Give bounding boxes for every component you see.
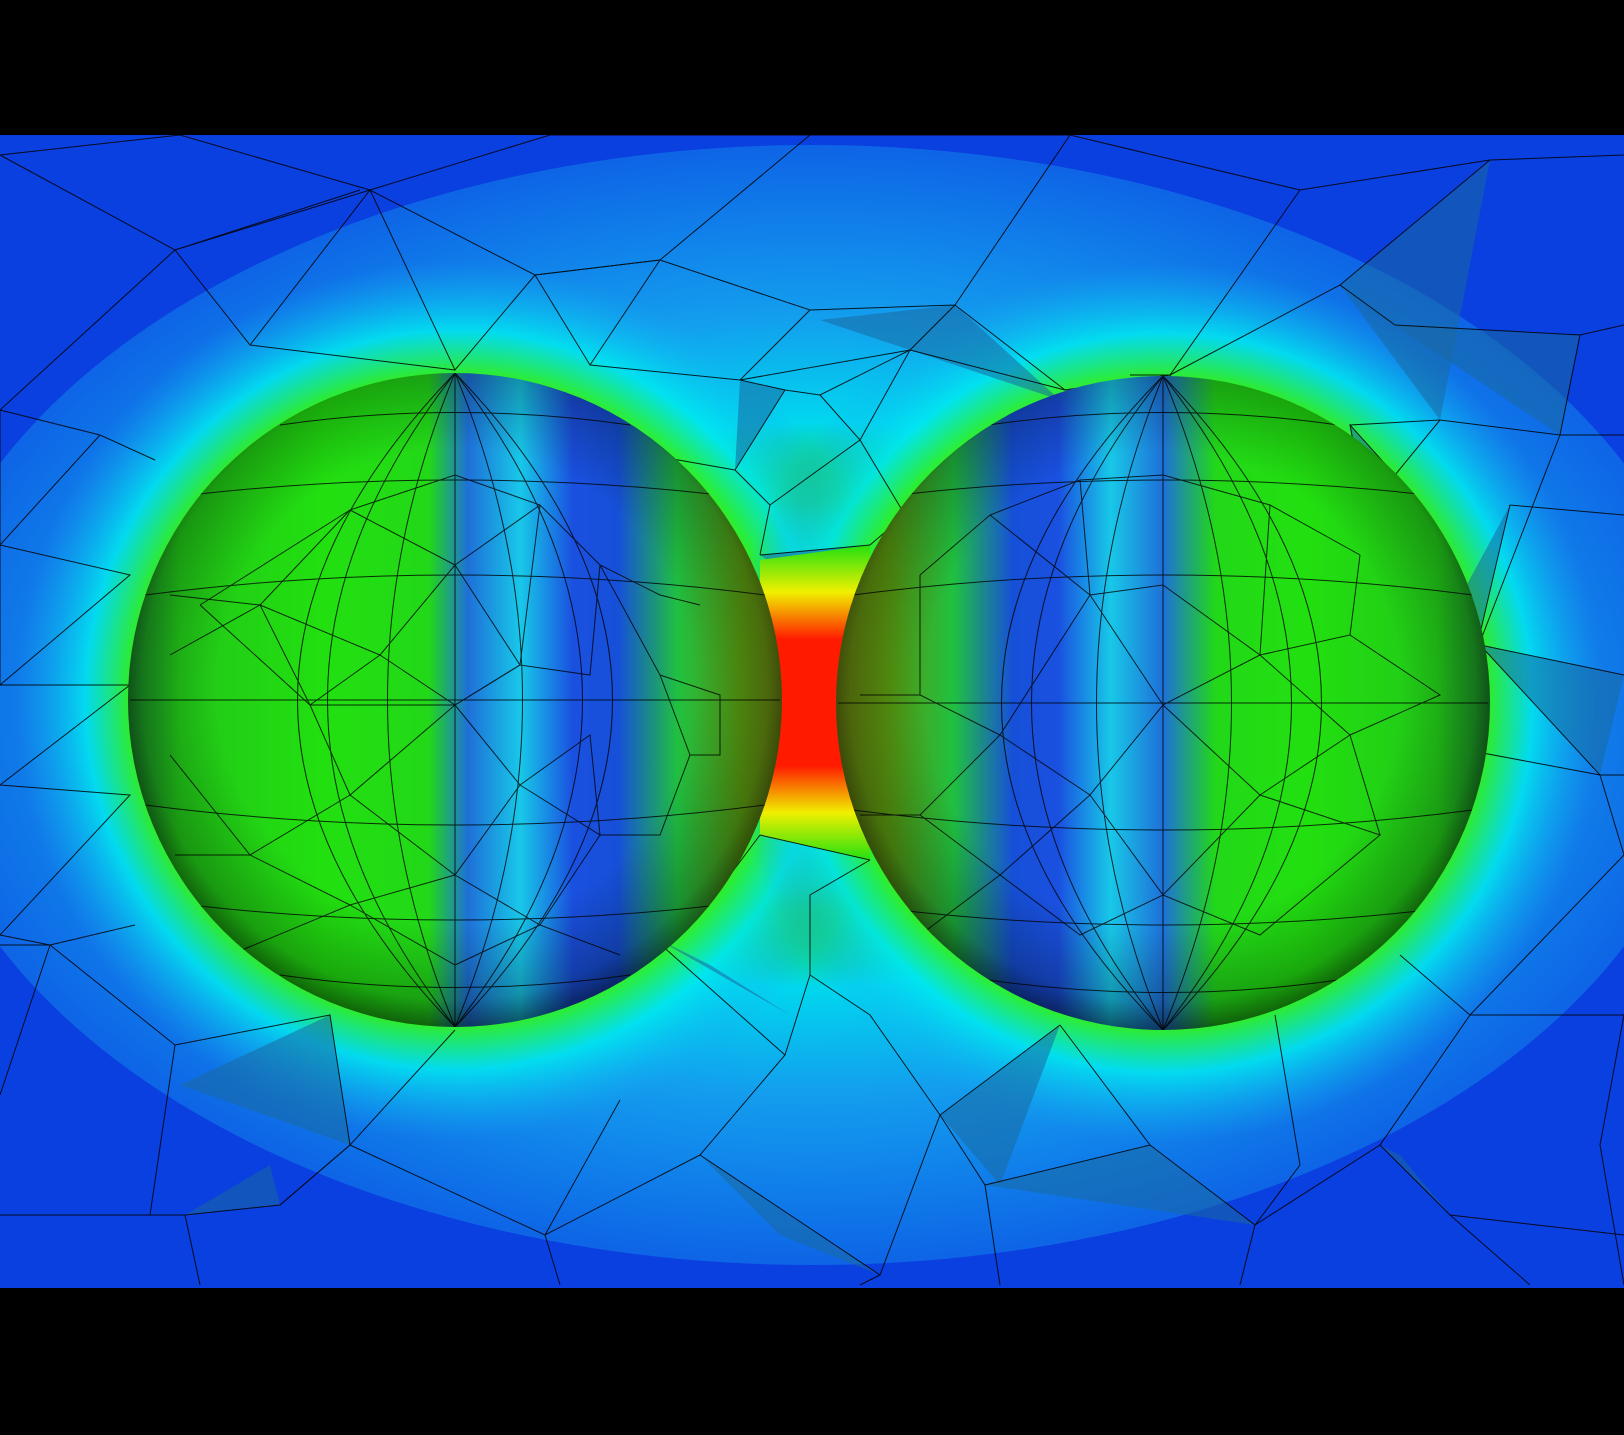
render-area <box>0 135 1624 1288</box>
right-sphere <box>836 376 1490 1030</box>
scene-canvas <box>0 135 1624 1288</box>
left-sphere-mesh <box>130 373 780 1027</box>
left-sphere <box>128 373 782 1027</box>
contact-gap-field <box>760 545 870 860</box>
background-mesh <box>0 135 1624 1286</box>
right-sphere-mesh <box>838 376 1488 1030</box>
